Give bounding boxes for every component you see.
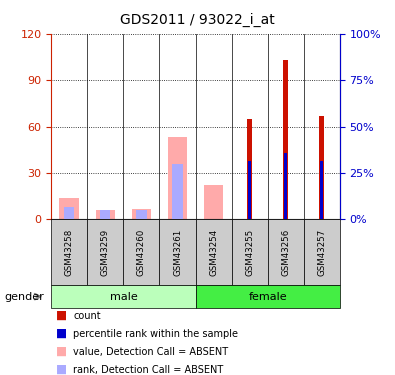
Text: GDS2011 / 93022_i_at: GDS2011 / 93022_i_at [120, 13, 275, 27]
Text: count: count [73, 311, 101, 321]
Text: ■: ■ [56, 345, 67, 358]
Text: female: female [248, 292, 287, 302]
Text: ■: ■ [56, 327, 67, 340]
Bar [132, 209, 151, 219]
Text: GSM43257: GSM43257 [317, 228, 326, 276]
Text: ■: ■ [56, 363, 67, 375]
Text: GSM43256: GSM43256 [281, 228, 290, 276]
Bar [283, 60, 288, 219]
Bar [247, 119, 252, 219]
Bar [319, 116, 324, 219]
Text: gender: gender [4, 292, 44, 302]
Text: male: male [109, 292, 137, 302]
Bar [60, 198, 79, 219]
Bar [204, 185, 224, 219]
Bar [136, 210, 147, 219]
Text: GSM43260: GSM43260 [137, 228, 146, 276]
Bar [320, 160, 323, 219]
Text: percentile rank within the sample: percentile rank within the sample [73, 329, 238, 339]
Text: GSM43259: GSM43259 [101, 229, 110, 276]
Bar [173, 164, 182, 219]
Text: GSM43258: GSM43258 [65, 228, 74, 276]
Text: ■: ■ [56, 309, 67, 322]
Bar [248, 160, 251, 219]
Bar [284, 153, 287, 219]
Bar [96, 210, 115, 219]
Text: GSM43254: GSM43254 [209, 228, 218, 276]
Bar [100, 210, 111, 219]
Bar [64, 207, 74, 219]
Text: value, Detection Call = ABSENT: value, Detection Call = ABSENT [73, 347, 228, 357]
Text: GSM43261: GSM43261 [173, 228, 182, 276]
Text: GSM43255: GSM43255 [245, 228, 254, 276]
Bar [167, 137, 187, 219]
Text: rank, Detection Call = ABSENT: rank, Detection Call = ABSENT [73, 365, 223, 375]
